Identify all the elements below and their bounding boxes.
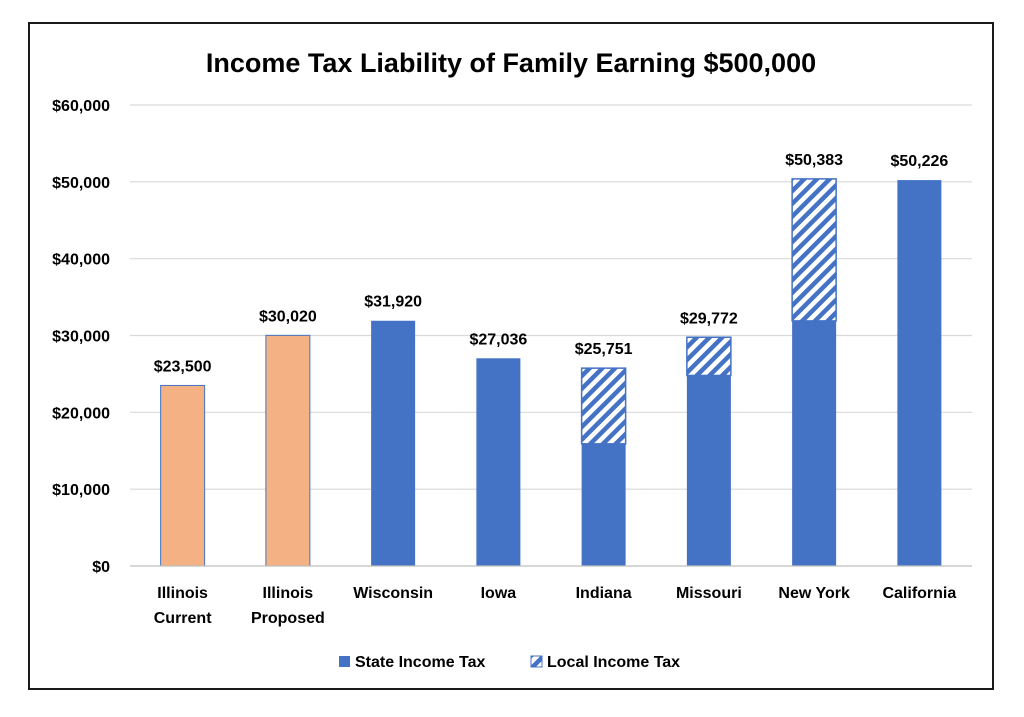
bar-state-income-tax xyxy=(371,320,416,566)
bar-state-income-tax xyxy=(476,358,521,566)
x-tick-label: Iowa xyxy=(481,585,517,602)
legend-label: Local Income Tax xyxy=(547,654,680,671)
bar-state-income-tax xyxy=(265,334,311,567)
x-tick-label: Current xyxy=(154,610,212,627)
x-tick-label: California xyxy=(882,585,956,602)
y-tick-label: $0 xyxy=(92,559,110,576)
y-tick-label: $20,000 xyxy=(52,405,110,422)
data-label: $25,751 xyxy=(575,341,633,358)
chart-title: Income Tax Liability of Family Earning $… xyxy=(206,48,816,78)
bar-local-income-tax xyxy=(791,178,837,322)
axes: $0 $10,000 $20,000 $30,000 $40,000 $50,000 $60… xyxy=(52,98,972,627)
y-tick-label: $30,000 xyxy=(52,329,110,346)
data-label: $23,500 xyxy=(154,358,212,375)
bar-local-income-tax xyxy=(686,336,732,377)
bar-state-income-tax xyxy=(686,375,731,566)
legend: State Income Tax Local Income Tax xyxy=(339,654,680,671)
x-tick-label: Indiana xyxy=(576,585,632,602)
y-tick-label: $40,000 xyxy=(52,252,110,269)
bar-state-income-tax xyxy=(897,180,942,566)
legend-swatch xyxy=(530,655,543,668)
bar-state-income-tax xyxy=(581,443,626,566)
data-label: $27,036 xyxy=(469,331,527,348)
data-label: $50,383 xyxy=(785,152,843,169)
gridlines xyxy=(130,104,972,490)
bars xyxy=(160,178,942,567)
data-label: $50,226 xyxy=(890,153,948,170)
bar-state-income-tax xyxy=(160,384,206,567)
legend-swatch xyxy=(339,656,350,667)
y-tick-label: $10,000 xyxy=(52,482,110,499)
data-label: $31,920 xyxy=(364,294,422,311)
x-tick-label: Proposed xyxy=(251,610,325,627)
legend-label: State Income Tax xyxy=(355,654,486,671)
data-labels: $23,500 $30,020 $31,920 $27,036 $25,751 $29,7… xyxy=(154,152,949,376)
x-tick-label: Missouri xyxy=(676,585,742,602)
data-label: $29,772 xyxy=(680,310,738,327)
y-tick-label: $50,000 xyxy=(52,175,110,192)
data-label: $30,020 xyxy=(259,308,317,325)
bar-state-income-tax xyxy=(792,320,837,566)
bar-local-income-tax xyxy=(580,367,627,445)
x-tick-label: New York xyxy=(778,585,850,602)
x-tick-label: Illinois xyxy=(157,585,208,602)
x-tick-label: Illinois xyxy=(263,585,314,602)
y-tick-label: $60,000 xyxy=(52,98,110,115)
x-tick-label: Wisconsin xyxy=(353,585,433,602)
